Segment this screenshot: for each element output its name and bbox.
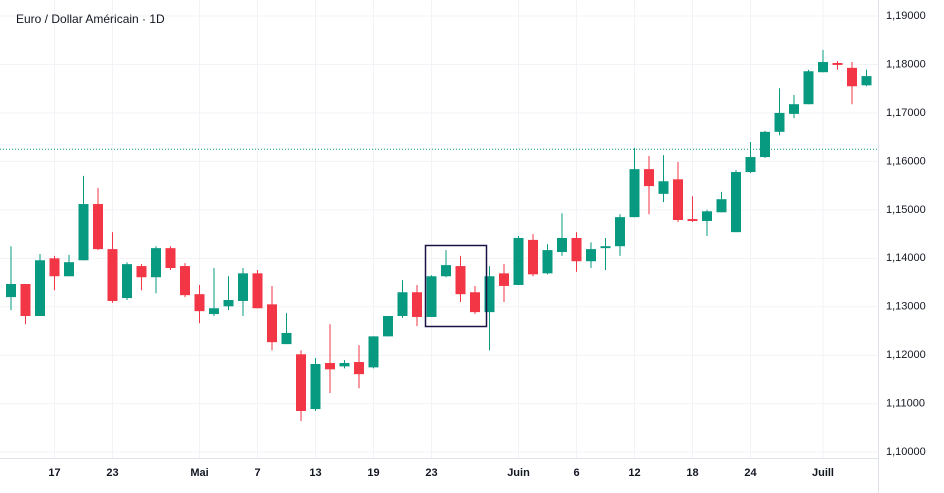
candle-body: [441, 265, 451, 277]
candle-body: [803, 71, 814, 105]
y-tick-label: 1,18000: [886, 58, 926, 70]
candle-body: [470, 292, 480, 313]
candle-body: [716, 199, 727, 213]
candle-body: [861, 76, 872, 86]
candle-body: [35, 260, 45, 316]
candle-body: [557, 237, 567, 253]
x-tick-label: Juill: [812, 467, 834, 479]
candle-body: [702, 211, 712, 222]
y-tick-label: 1,19000: [886, 10, 926, 22]
candles: [6, 49, 872, 422]
y-tick-label: 1,14000: [886, 252, 926, 264]
candle-body: [78, 204, 89, 261]
y-tick-label: 1,10000: [886, 446, 926, 458]
x-tick-label: 17: [48, 467, 60, 479]
candle-body: [745, 157, 756, 173]
y-tick-label: 1,11000: [886, 398, 925, 410]
candle-body: [847, 67, 857, 87]
candle-body: [789, 104, 799, 114]
x-tick-label: 24: [744, 467, 757, 479]
candle-body: [673, 179, 683, 221]
candle-body: [629, 169, 640, 218]
candle-body: [93, 204, 103, 250]
candle-body: [252, 273, 263, 309]
candle-body: [20, 284, 31, 316]
y-tick-label: 1,15000: [886, 204, 926, 216]
highlight-box: [424, 244, 488, 328]
grid: [0, 0, 878, 458]
candle-body: [238, 273, 248, 301]
candle-body: [209, 308, 219, 315]
candle-body: [310, 363, 321, 410]
candle-body: [397, 292, 408, 316]
candle-body: [528, 239, 538, 275]
candle-body: [426, 276, 437, 317]
y-tick-label: 1,16000: [886, 155, 926, 167]
x-tick-label: 7: [254, 467, 260, 479]
candle-body: [687, 219, 698, 222]
candle-body: [499, 273, 509, 286]
candle-body: [368, 336, 379, 368]
candle-body: [122, 264, 132, 299]
x-tick-label: 18: [686, 467, 698, 479]
candle-body: [774, 112, 785, 132]
x-tick-label: 23: [425, 467, 437, 479]
candle-body: [383, 315, 393, 337]
x-tick-label: 19: [367, 467, 379, 479]
x-tick-label: 6: [573, 467, 579, 479]
candle-body: [180, 266, 190, 296]
candle-body: [267, 304, 277, 343]
candle-body: [194, 294, 205, 312]
candle-body: [354, 362, 364, 375]
candle-body: [165, 248, 176, 269]
candle-body: [586, 249, 596, 262]
candle-body: [760, 131, 770, 158]
candle-body: [513, 237, 524, 285]
candle-body: [455, 266, 466, 295]
candle-body: [49, 258, 60, 277]
candle-body: [615, 217, 625, 247]
candle-body: [151, 248, 161, 278]
y-tick-label: 1,12000: [886, 349, 926, 361]
x-tick-label: 13: [309, 467, 321, 479]
candle-body: [542, 250, 553, 274]
candle-body: [281, 332, 292, 345]
candle-body: [484, 276, 495, 313]
candle-body: [832, 63, 843, 65]
candle-body: [571, 237, 582, 262]
candle-body: [644, 169, 654, 187]
x-tick-label: Juin: [507, 467, 530, 479]
candle-body: [731, 172, 741, 233]
candle-body: [107, 249, 118, 301]
candle-body: [412, 292, 422, 317]
candle-body: [136, 266, 147, 278]
candle-body: [6, 284, 16, 298]
candle-body: [658, 181, 669, 194]
y-tick-label: 1,17000: [886, 107, 926, 119]
candle-body: [325, 363, 335, 370]
candle-body: [223, 300, 234, 307]
candle-body: [818, 62, 828, 73]
candle-body: [296, 354, 306, 411]
x-tick-label: 12: [628, 467, 640, 479]
x-tick-label: Mai: [190, 467, 208, 479]
candle-body: [600, 246, 611, 249]
x-tick-label: 23: [106, 467, 118, 479]
candle-body: [64, 262, 74, 277]
candle-body: [339, 363, 350, 367]
y-tick-label: 1,13000: [886, 301, 926, 313]
chart-title: Euro / Dollar Américain · 1D: [16, 12, 165, 26]
